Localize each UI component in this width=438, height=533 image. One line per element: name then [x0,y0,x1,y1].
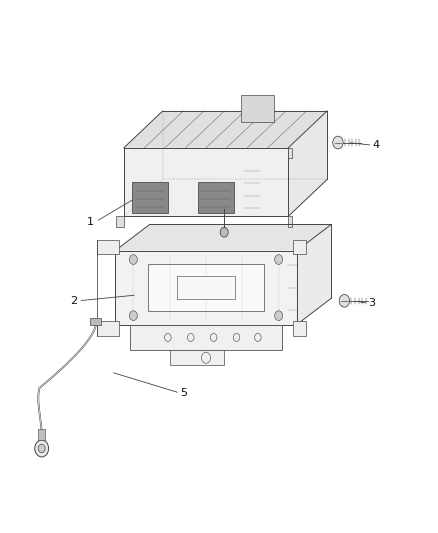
Circle shape [339,294,350,307]
Circle shape [275,255,283,264]
Polygon shape [130,325,283,350]
Polygon shape [115,224,332,251]
Text: 1: 1 [87,217,94,227]
Text: 3: 3 [368,298,375,309]
Polygon shape [115,251,297,325]
Polygon shape [288,216,292,227]
Polygon shape [293,240,306,254]
Polygon shape [241,94,274,122]
Polygon shape [288,148,292,158]
Polygon shape [124,111,327,148]
Polygon shape [124,148,288,216]
Polygon shape [148,264,264,311]
Polygon shape [132,182,168,213]
Circle shape [275,311,283,320]
Polygon shape [293,321,306,336]
Polygon shape [97,240,119,254]
Polygon shape [170,350,224,365]
Text: 5: 5 [180,388,187,398]
Circle shape [35,440,49,457]
Circle shape [129,311,138,320]
Polygon shape [297,224,332,325]
Circle shape [38,444,45,453]
Circle shape [129,255,138,264]
Polygon shape [39,430,45,440]
Text: 4: 4 [372,140,380,150]
Polygon shape [97,321,119,336]
Polygon shape [117,216,124,227]
Circle shape [220,228,228,237]
Polygon shape [198,182,234,213]
Polygon shape [177,276,235,300]
Circle shape [333,136,343,149]
Text: 2: 2 [70,296,77,306]
Polygon shape [90,318,101,325]
Polygon shape [288,111,327,216]
